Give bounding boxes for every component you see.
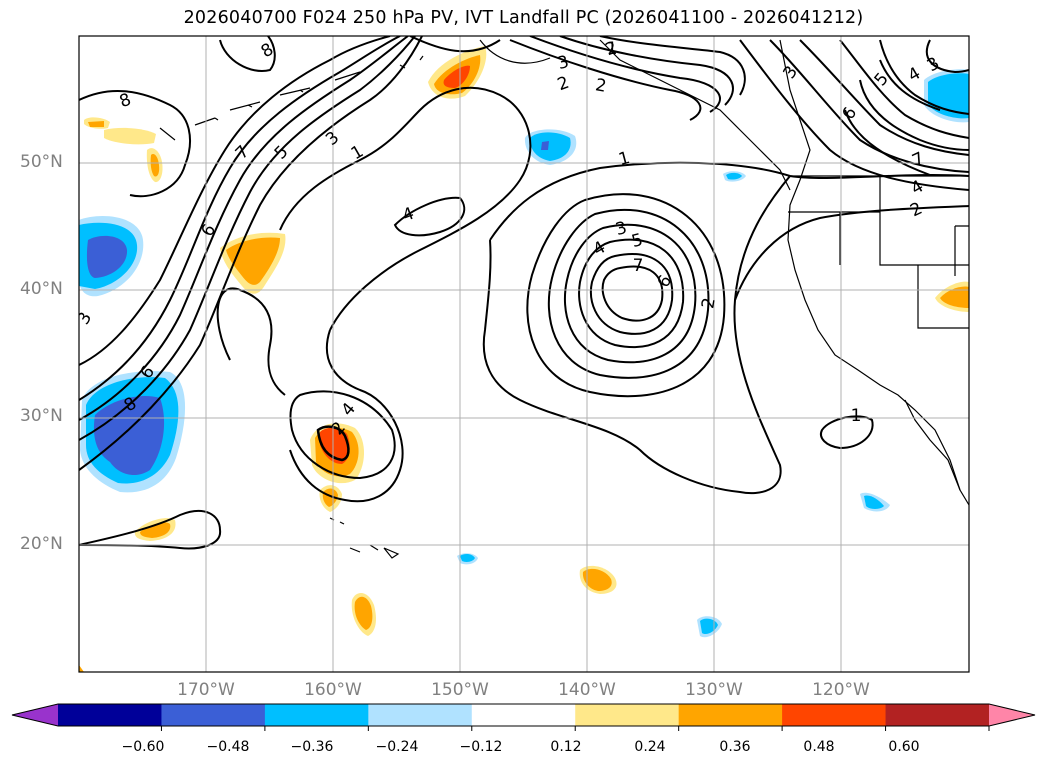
- contour-label: 1: [851, 406, 862, 426]
- contour-label: 2: [698, 296, 720, 310]
- contour-label: 7: [633, 256, 644, 276]
- colorbar-tick-label: 0.48: [803, 739, 835, 755]
- contour-label: 1: [607, 39, 618, 59]
- colorbar-tick-label: 0.12: [550, 739, 582, 755]
- colorbar-segment: [264, 704, 369, 726]
- colorbar-extend-max: [989, 704, 1035, 726]
- contour-label: 3: [555, 52, 571, 74]
- colorbar-extend-min: [12, 704, 58, 726]
- contour-label: 1: [616, 148, 632, 170]
- colorbar-tick-label: −0.36: [290, 739, 334, 755]
- contour-label: 2: [594, 75, 608, 97]
- figure-title: 2026040700 F024 250 hPa PV, IVT Landfall…: [183, 8, 864, 28]
- colorbar-tick-label: 0.60: [888, 739, 920, 755]
- colorbar-segment: [161, 704, 266, 726]
- gridlines: [79, 36, 969, 672]
- lon-label: 170°W: [177, 680, 235, 700]
- pv-contours: [79, 36, 969, 550]
- lon-label: 150°W: [431, 680, 489, 700]
- colorbar-segment: [575, 704, 680, 726]
- colorbar-tick-label: 0.36: [719, 739, 751, 755]
- lat-label: 30°N: [20, 406, 63, 426]
- lon-label: 120°W: [812, 680, 870, 700]
- colorbar-outline: [11, 703, 1036, 727]
- colorbar-tick-label: −0.48: [206, 739, 250, 755]
- lat-label: 20°N: [20, 534, 63, 554]
- colorbar-tick-label: −0.12: [459, 739, 503, 755]
- colorbar-segment: [885, 704, 990, 726]
- contour-label: 3: [613, 218, 629, 240]
- colorbar-segment: [782, 704, 887, 726]
- colorbar-tick-label: 0.24: [634, 739, 666, 755]
- lon-label: 140°W: [558, 680, 616, 700]
- contour-labels: 8867531642234213457621354367422381: [79, 38, 943, 440]
- lat-label: 50°N: [20, 152, 63, 172]
- map-area: [79, 36, 969, 672]
- map-frame: [78, 35, 970, 673]
- colorbar-segment: [678, 704, 783, 726]
- lon-label: 160°W: [304, 680, 362, 700]
- lon-label: 130°W: [685, 680, 743, 700]
- colorbar-segment: [471, 704, 576, 726]
- colorbar-tick-label: −0.24: [375, 739, 419, 755]
- colorbar-segment: [368, 704, 473, 726]
- lat-label: 40°N: [20, 279, 63, 299]
- colorbar-tick-label: −0.60: [121, 739, 165, 755]
- contour-label: 5: [629, 230, 645, 252]
- contour-line: [601, 265, 664, 322]
- colorbar: [11, 703, 1036, 731]
- colorbar-segment: [58, 704, 162, 726]
